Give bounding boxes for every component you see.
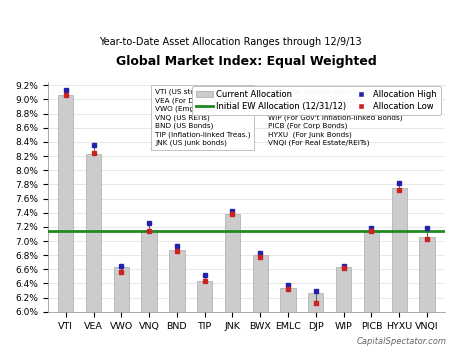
Bar bbox=[113, 267, 129, 312]
Legend: Current Allocation, Initial EW Allocation (12/31/12), Allocation High, Allocatio: Current Allocation, Initial EW Allocatio… bbox=[192, 86, 440, 115]
Bar bbox=[363, 230, 378, 312]
Bar bbox=[169, 250, 184, 312]
Bar bbox=[280, 288, 295, 312]
Bar bbox=[224, 214, 240, 312]
Text: BWX (For Devlp'd Govt Bonds)
EMLC  (EM Gov't Bonds)
DJP (Commodities)
WIP (For G: BWX (For Devlp'd Govt Bonds) EMLC (EM Go… bbox=[268, 89, 402, 146]
Title: Global Market Index: Equal Weighted: Global Market Index: Equal Weighted bbox=[116, 55, 376, 68]
Bar bbox=[141, 230, 157, 312]
Bar bbox=[252, 255, 267, 312]
Bar bbox=[335, 267, 351, 312]
Bar bbox=[58, 95, 73, 312]
Text: VTI (US stocks)
VEA (For Devlp'd Stocks)
VWO (Emg Mkt Stocks)
VNQ (US REITs)
BND: VTI (US stocks) VEA (For Devlp'd Stocks)… bbox=[155, 89, 250, 146]
Bar bbox=[391, 188, 406, 312]
Text: CapitalSpectator.com: CapitalSpectator.com bbox=[355, 337, 445, 346]
Bar bbox=[196, 281, 212, 312]
Bar bbox=[86, 154, 101, 312]
Text: Year-to-Date Asset Allocation Ranges through 12/9/13: Year-to-Date Asset Allocation Ranges thr… bbox=[99, 37, 360, 47]
Bar bbox=[419, 237, 434, 312]
Bar bbox=[308, 293, 323, 312]
